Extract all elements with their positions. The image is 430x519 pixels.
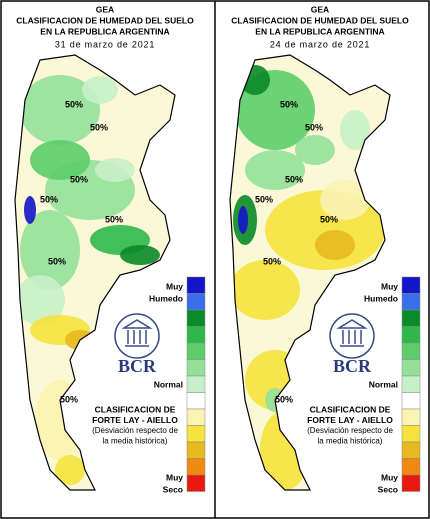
header-line: GEA [311,4,329,14]
legend-swatch [401,408,421,426]
legend-label: Seco [378,484,398,494]
legend-swatch [186,408,206,426]
note-line: CLASIFICACION DE [310,404,391,414]
legend-swatch [186,276,206,294]
header-line: EN LA REPUBLICA ARGENTINA [40,26,169,36]
legend-label: Seco [163,484,183,494]
contour-label: 50% [70,174,88,184]
moisture-area [340,110,370,150]
legend-swatch [401,441,421,459]
logo-text: BCR [333,356,372,376]
moisture-area [238,206,248,234]
country-outline [14,54,176,491]
moisture-area [320,180,370,220]
legend-swatch [401,326,421,344]
contour-label: 50% [305,122,323,132]
legend-swatch [186,474,206,492]
legend-swatch [401,309,421,327]
header-line: 24 de marzo de 2021 [270,39,370,49]
header-line: CLASIFICACION DE HUMEDAD DEL SUELO [231,15,409,25]
legend-swatch [401,342,421,360]
header-line: 31 de marzo de 2021 [55,39,155,49]
moisture-area [245,150,305,190]
legend-swatch [401,392,421,410]
legend-swatch [186,425,206,443]
contour-label: 50% [263,256,281,266]
logo-columns [121,319,153,347]
header-line: CLASIFICACION DE HUMEDAD DEL SUELO [16,15,194,25]
contour-label: 50% [320,214,338,224]
contour-label: 50% [90,122,108,132]
header-line: GEA [96,4,114,14]
legend-swatch [186,342,206,360]
note-line: (Desviación respecto de [92,426,178,435]
moisture-areas [15,75,160,485]
legend-swatch [401,276,421,294]
moisture-area [315,230,355,260]
legend-label: Muy [381,472,398,482]
legend-swatch [401,375,421,393]
legend-label: Muy [166,472,183,482]
contour-label: 50% [285,174,303,184]
logo-columns [336,319,368,347]
legend-label: Humedo [149,293,183,303]
moisture-area [295,135,335,165]
legend-swatch [186,392,206,410]
contour-label: 50% [275,394,293,404]
moisture-area [20,75,100,145]
moisture-area [30,140,90,180]
legend-swatch [186,441,206,459]
legend-swatch [401,425,421,443]
legend-swatch [401,458,421,476]
legend-swatch [186,458,206,476]
logo-text: BCR [118,356,157,376]
note-line: (Desviación respecto de [307,426,393,435]
note-line: la media histórica) [318,437,383,446]
country-outline [229,54,391,491]
moisture-area [20,210,80,290]
legend-swatch [401,359,421,377]
logo-emblem [329,313,375,359]
legend-swatch [401,293,421,311]
legend-label: Normal [154,379,183,389]
contour-label: 50% [48,256,66,266]
moisture-area [120,245,160,265]
contour-label: 50% [60,394,78,404]
legend-swatch [186,309,206,327]
contour-label: 50% [280,99,298,109]
note-line: FORTE LAY - AIELLO [92,415,178,425]
legend-label: Normal [369,379,398,389]
note-line: CLASIFICACION DE [95,404,176,414]
contour-label: 50% [65,99,83,109]
moisture-area [82,76,118,104]
contour-label: 50% [255,194,273,204]
legend-swatch [186,359,206,377]
moisture-area [55,455,85,485]
contour-label: 50% [40,194,58,204]
legend-swatch [186,375,206,393]
note-line: la media histórica) [103,437,168,446]
legend-swatch [186,326,206,344]
logo-emblem [114,313,160,359]
moisture-area [95,158,135,182]
moisture-area [230,260,300,320]
note-line: FORTE LAY - AIELLO [307,415,393,425]
legend-label: Muy [381,281,398,291]
legend-label: Muy [166,281,183,291]
moisture-area [24,196,36,224]
legend-swatch [401,474,421,492]
contour-label: 50% [105,214,123,224]
legend-swatch [186,293,206,311]
moisture-area [15,275,65,325]
header-line: EN LA REPUBLICA ARGENTINA [255,26,384,36]
legend-label: Humedo [364,293,398,303]
